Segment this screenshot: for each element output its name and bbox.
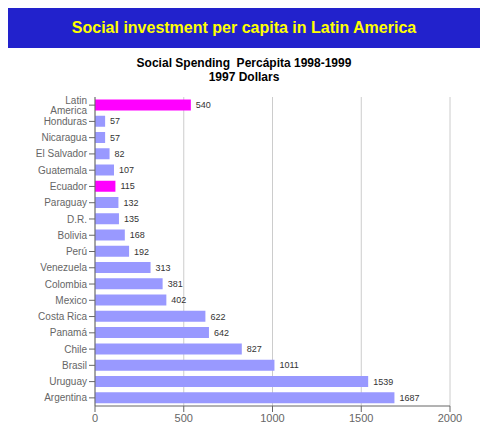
svg-text:1687: 1687: [399, 393, 419, 403]
svg-text:Paraguay: Paraguay: [44, 197, 87, 208]
svg-text:192: 192: [134, 247, 149, 257]
svg-text:82: 82: [115, 149, 125, 159]
svg-text:Colombia: Colombia: [45, 279, 88, 290]
svg-text:135: 135: [124, 214, 139, 224]
svg-text:540: 540: [196, 100, 211, 110]
svg-text:381: 381: [168, 279, 183, 289]
svg-text:115: 115: [120, 181, 134, 191]
svg-text:Perú: Perú: [66, 246, 87, 257]
svg-text:Bolivia: Bolivia: [58, 230, 88, 241]
svg-text:Ecuador: Ecuador: [50, 181, 88, 192]
svg-text:Brasil: Brasil: [62, 360, 87, 371]
svg-text:Honduras: Honduras: [44, 116, 87, 127]
svg-text:El Salvador: El Salvador: [36, 148, 88, 159]
svg-text:Guatemala: Guatemala: [38, 165, 87, 176]
svg-text:Chile: Chile: [64, 344, 87, 355]
svg-text:642: 642: [214, 328, 229, 338]
svg-text:1011: 1011: [279, 360, 298, 370]
svg-text:Costa Rica: Costa Rica: [38, 311, 87, 322]
svg-text:1000: 1000: [260, 412, 284, 424]
html-text:Social Spending Percápita 1998: Social Spending Percápita 1998-1999: [136, 56, 352, 70]
svg-text:168: 168: [130, 230, 145, 240]
svg-text:57: 57: [110, 133, 120, 143]
svg-text:2000: 2000: [438, 412, 462, 424]
html-text:Social investment per capita i: Social investment per capita in Latin Am…: [71, 19, 417, 36]
svg-text:Nicaragua: Nicaragua: [41, 132, 87, 143]
svg-text:107: 107: [119, 165, 134, 175]
svg-text:132: 132: [123, 198, 138, 208]
svg-text:LatinAmerica: LatinAmerica: [50, 95, 87, 116]
svg-text:622: 622: [210, 312, 225, 322]
svg-text:1500: 1500: [349, 412, 373, 424]
svg-text:Mexico: Mexico: [55, 295, 87, 306]
svg-text:1539: 1539: [373, 377, 393, 387]
svg-text:0: 0: [92, 412, 98, 424]
html-text:1997 Dollars: 1997 Dollars: [208, 70, 280, 84]
svg-text:Venezuela: Venezuela: [40, 262, 87, 273]
svg-text:827: 827: [247, 344, 262, 354]
svg-text:D.R.: D.R.: [67, 214, 87, 225]
svg-text:500: 500: [175, 412, 193, 424]
svg-text:402: 402: [171, 295, 186, 305]
svg-text:Panamá: Panamá: [50, 327, 88, 338]
svg-text:313: 313: [156, 263, 171, 273]
svg-text:57: 57: [110, 116, 120, 126]
svg-text:Argentina: Argentina: [44, 392, 87, 403]
svg-text:Uruguay: Uruguay: [49, 376, 87, 387]
